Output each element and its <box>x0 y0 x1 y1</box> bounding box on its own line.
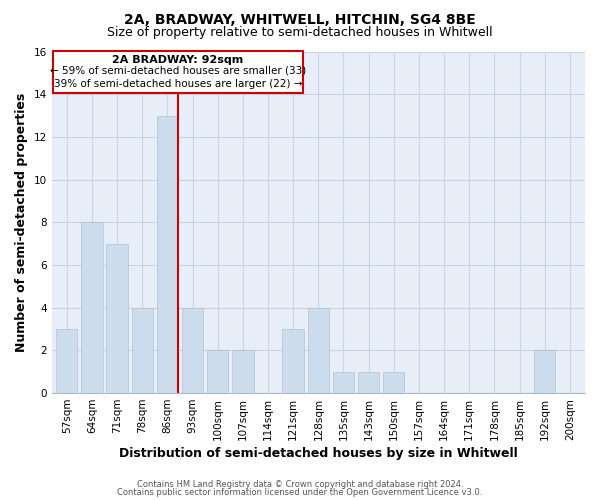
Text: 2A, BRADWAY, WHITWELL, HITCHIN, SG4 8BE: 2A, BRADWAY, WHITWELL, HITCHIN, SG4 8BE <box>124 12 476 26</box>
Bar <box>56 329 77 393</box>
Bar <box>182 308 203 393</box>
Text: 2A BRADWAY: 92sqm: 2A BRADWAY: 92sqm <box>112 55 244 65</box>
Bar <box>53 52 303 93</box>
Bar <box>157 116 178 393</box>
Text: Size of property relative to semi-detached houses in Whitwell: Size of property relative to semi-detach… <box>107 26 493 39</box>
Text: 39% of semi-detached houses are larger (22) →: 39% of semi-detached houses are larger (… <box>54 78 302 88</box>
Y-axis label: Number of semi-detached properties: Number of semi-detached properties <box>15 92 28 352</box>
Bar <box>81 222 103 393</box>
Bar <box>207 350 229 393</box>
Text: Contains HM Land Registry data © Crown copyright and database right 2024.: Contains HM Land Registry data © Crown c… <box>137 480 463 489</box>
Bar <box>333 372 354 393</box>
X-axis label: Distribution of semi-detached houses by size in Whitwell: Distribution of semi-detached houses by … <box>119 447 518 460</box>
Bar <box>232 350 254 393</box>
Bar <box>383 372 404 393</box>
Bar <box>131 308 153 393</box>
Text: ← 59% of semi-detached houses are smaller (33): ← 59% of semi-detached houses are smalle… <box>50 66 306 76</box>
Bar <box>534 350 556 393</box>
Bar <box>283 329 304 393</box>
Bar <box>308 308 329 393</box>
Bar <box>358 372 379 393</box>
Bar <box>106 244 128 393</box>
Text: Contains public sector information licensed under the Open Government Licence v3: Contains public sector information licen… <box>118 488 482 497</box>
